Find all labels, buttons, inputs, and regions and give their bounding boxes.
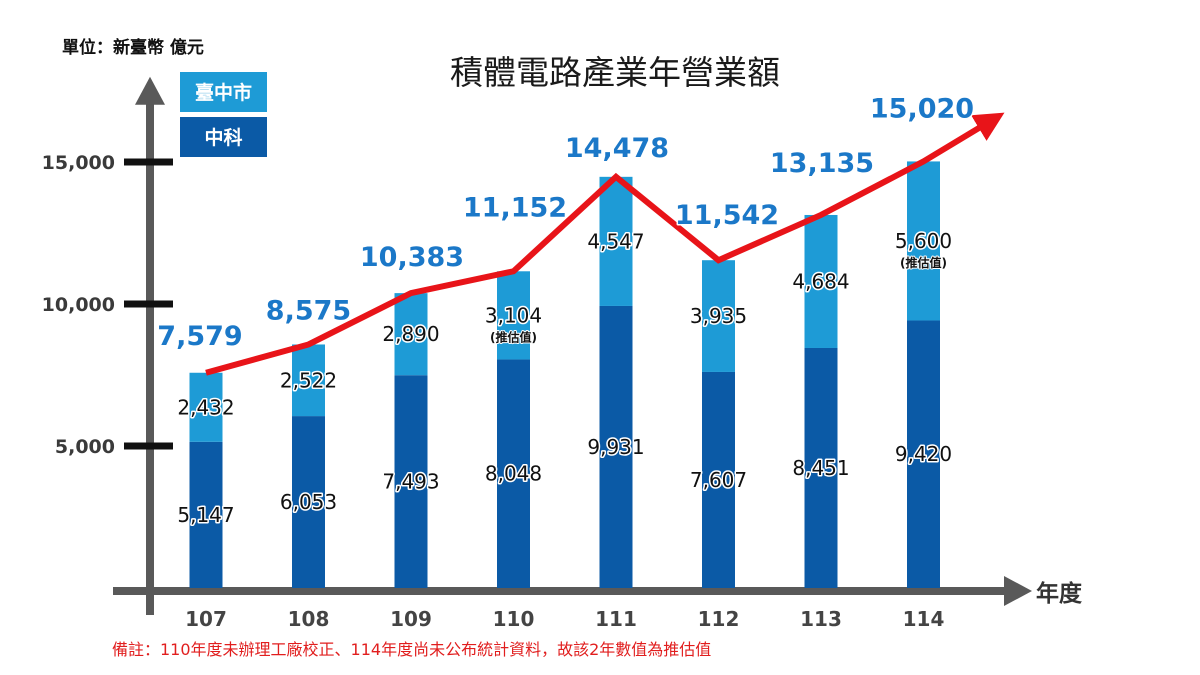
segment-value-label: 4,547 [587,229,644,253]
total-value-label: 8,575 [266,295,351,326]
segment-value-label: 3,935 [690,304,747,328]
segment-value-label: 8,048 [485,462,542,486]
trend-line-layer [205,112,1005,376]
total-value-label: 14,478 [565,133,669,164]
segment-value-label: 5,147 [177,503,234,527]
bar-segment-series1-107 [189,372,223,442]
y-tick-label: 5,000 [55,436,115,458]
x-axis-arrowhead [1004,576,1032,606]
legend-label-science-park: 中科 [204,126,242,149]
total-value-label: 13,135 [770,148,874,179]
chart-title: 積體電路產業年營業額 [450,53,780,92]
x-tick-label: 111 [595,607,637,631]
x-tick-label: 108 [288,607,330,631]
legend-swatch-taichung-city [180,72,267,112]
value-labels: 5,147 2,432 6,053 2,522 7,493 2,890 8,048 3,104… [156,92,976,528]
segment-value-label: 7,493 [382,470,439,494]
bar-segment-series1-108 [292,344,325,417]
x-tick-label: 107 [185,607,227,631]
bar-segment-series1-114 [907,161,940,321]
bar-segment-series1-111 [599,176,633,306]
axes: 5,000 10,000 15,000 107 108 109 110 111 112 113 11… [42,76,1032,631]
legend-swatch-science-park [180,117,267,157]
segment-value-label: 8,451 [792,456,849,480]
segment-value-label: 3,104 [485,303,542,327]
y-tick-label: 15,000 [42,152,115,174]
x-axis-title: 年度 [1036,580,1083,607]
bar-segment-series0-107 [189,441,223,588]
x-tick-label: 113 [800,607,842,631]
segment-value-label: 4,684 [792,269,849,293]
unit-label: 單位：新臺幣 億元 [62,37,204,58]
bar-segment-series0-112 [702,371,735,588]
total-value-label: 7,579 [157,321,242,352]
bar-segment-series0-108 [292,416,325,588]
bar-segment-series0-114 [907,320,940,588]
estimate-note-label: (推估值) [490,329,537,344]
x-tick-label: 110 [493,607,535,631]
segment-value-label: 9,420 [895,442,952,466]
bar-segment-series1-112 [702,260,735,372]
x-tick-label: 114 [903,607,945,631]
bar-segment-series0-111 [599,305,633,588]
x-tick-label: 112 [698,607,740,631]
segment-value-label: 7,607 [690,468,747,492]
segment-value-label: 2,522 [280,368,337,392]
bars [189,161,940,588]
total-value-label: 15,020 [870,93,974,124]
bar-segment-series1-110 [497,271,530,360]
legend: 臺中市 中科 [180,72,267,157]
segment-value-label: 9,931 [587,435,644,459]
segment-value-label: 6,053 [280,490,337,514]
total-trend-line [205,112,1005,376]
y-tick-label: 10,000 [42,294,115,316]
x-tick-label: 109 [390,607,432,631]
segment-value-label: 5,600 [895,229,952,253]
estimate-note-label: (推估值) [900,255,947,270]
bar-segment-series0-109 [394,375,428,588]
segment-value-label: 2,890 [382,322,439,346]
footnote: 備註：110年度未辦理工廠校正、114年度尚未公布統計資料，故該2年數值為推估值 [112,640,711,659]
y-axis-arrowhead [135,76,165,105]
total-value-label: 11,152 [463,192,567,223]
segment-value-label: 2,432 [177,395,234,419]
total-value-label: 10,383 [360,242,464,273]
bar-segment-series0-113 [804,347,838,588]
bar-segment-series1-113 [804,214,838,348]
bar-segment-series1-109 [394,293,428,376]
bar-segment-series0-110 [497,359,530,588]
total-value-label: 11,542 [675,200,779,231]
legend-label-taichung-city: 臺中市 [195,81,252,104]
